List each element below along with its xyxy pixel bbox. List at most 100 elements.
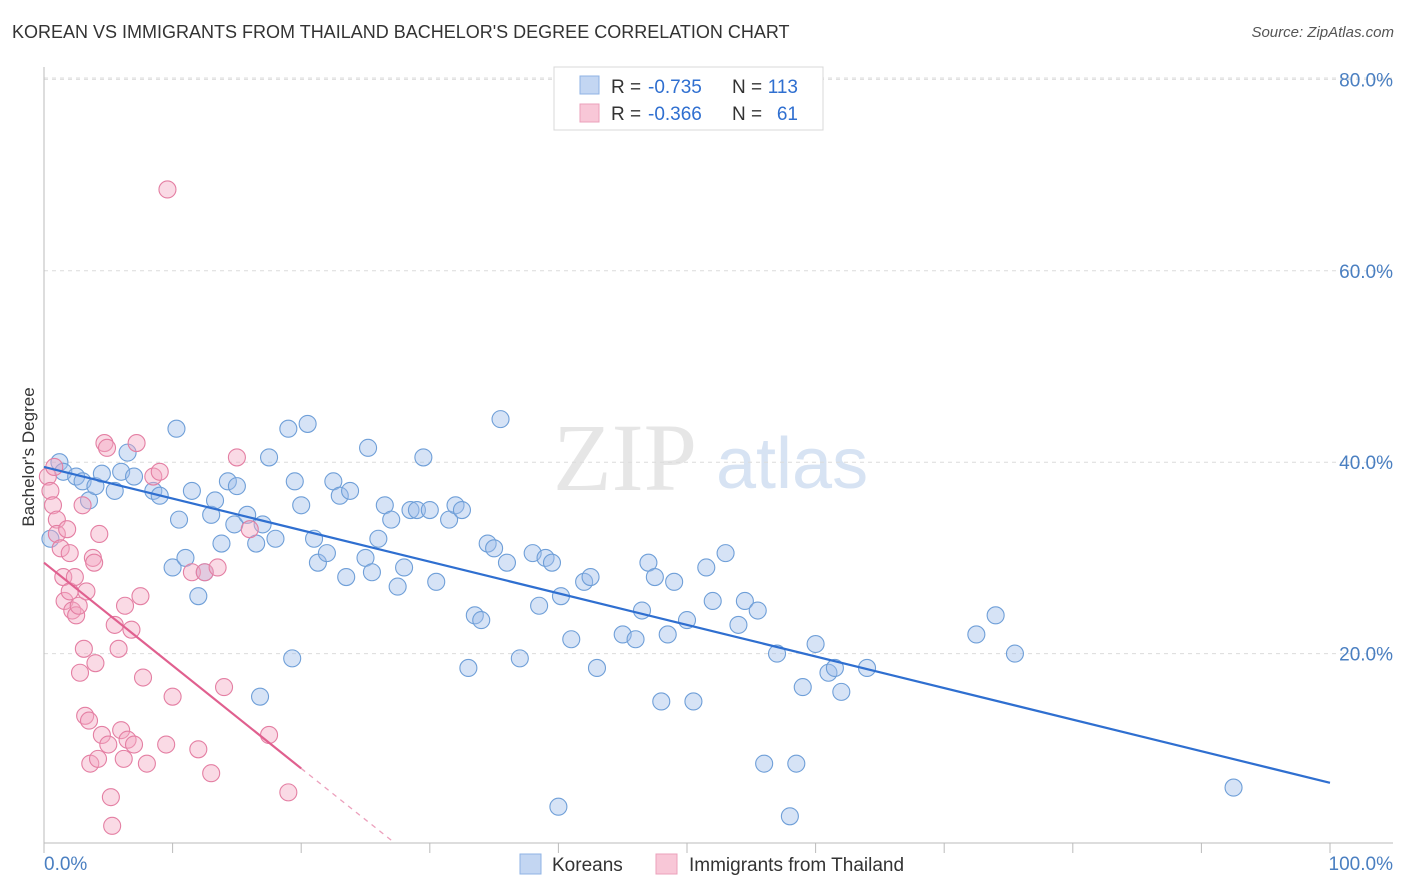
- point-thailand-28: [92, 725, 111, 744]
- point-koreans-84: [652, 692, 671, 711]
- point-koreans-26: [227, 477, 246, 496]
- point-koreans-11: [124, 467, 144, 486]
- point-koreans-51: [388, 577, 407, 596]
- series-legend: Koreans Immigrants from Thailand: [519, 853, 904, 876]
- point-koreans-80: [626, 630, 645, 649]
- gridlines: [44, 77, 1393, 655]
- stats-n-label-thailand: N =: [732, 104, 762, 125]
- point-koreans-23: [212, 534, 231, 553]
- point-koreans-100: [806, 634, 825, 654]
- y-tick-labels: 20.0% 40.0% 60.0% 80.0%: [1339, 70, 1393, 665]
- point-thailand-56: [214, 678, 234, 697]
- point-koreans-29: [250, 687, 270, 706]
- point-thailand-8: [55, 591, 74, 611]
- stats-r-label-thailand: R =: [611, 104, 641, 125]
- point-thailand-27: [90, 524, 109, 544]
- point-koreans-43: [337, 567, 356, 587]
- point-thailand-45: [137, 754, 156, 773]
- axes: [43, 67, 1393, 853]
- point-koreans-78: [587, 658, 607, 678]
- point-thailand-43: [131, 587, 150, 606]
- point-koreans-60: [452, 500, 472, 520]
- point-thailand-55: [208, 558, 227, 577]
- point-koreans-89: [697, 558, 716, 577]
- point-koreans-93: [735, 591, 754, 611]
- chart-title: KOREAN VS IMMIGRANTS FROM THAILAND BACHE…: [12, 22, 790, 42]
- x-tick-labels: 0.0% 100.0%: [44, 854, 1393, 875]
- watermark-zip: ZIP: [553, 404, 697, 511]
- legend-label-koreans: Koreans: [552, 855, 623, 876]
- point-koreans-103: [832, 682, 851, 701]
- point-koreans-83: [645, 567, 664, 587]
- point-koreans-68: [510, 649, 529, 668]
- point-thailand-18: [74, 639, 93, 658]
- point-koreans-40: [317, 544, 336, 563]
- point-thailand-16: [70, 663, 90, 682]
- point-koreans-90: [703, 591, 722, 611]
- point-koreans-77: [581, 567, 600, 587]
- point-koreans-36: [292, 496, 311, 515]
- trend-line-extension-thailand: [300, 767, 392, 841]
- point-thailand-25: [86, 654, 105, 673]
- point-thailand-41: [124, 735, 144, 754]
- stats-swatch-thailand: [579, 103, 600, 123]
- trend-line-thailand: [43, 561, 302, 770]
- point-koreans-15: [167, 419, 186, 438]
- point-koreans-67: [497, 553, 517, 572]
- point-koreans-81: [632, 601, 652, 620]
- point-koreans-72: [542, 553, 562, 572]
- point-koreans-70: [530, 596, 549, 615]
- point-thailand-44: [133, 668, 153, 687]
- point-koreans-102: [825, 658, 844, 678]
- stats-n-value-thailand: 61: [777, 104, 798, 125]
- point-thailand-1: [41, 481, 60, 500]
- point-thailand-54: [202, 764, 221, 783]
- point-koreans-33: [279, 419, 298, 438]
- point-koreans-44: [341, 481, 360, 500]
- point-koreans-24: [218, 472, 237, 491]
- point-thailand-42: [127, 434, 146, 453]
- point-koreans-105: [967, 625, 986, 644]
- point-thailand-17: [73, 496, 92, 515]
- point-koreans-106: [986, 606, 1005, 625]
- point-koreans-66: [491, 410, 510, 429]
- point-koreans-14: [163, 558, 182, 577]
- y-axis-label: Bachelor's Degree: [19, 387, 38, 526]
- point-koreans-98: [787, 754, 806, 773]
- point-koreans-95: [755, 754, 774, 773]
- point-koreans-96: [767, 644, 787, 663]
- stats-r-value-thailand: -0.366: [648, 104, 702, 125]
- y-tick-label-1: 40.0%: [1339, 453, 1393, 474]
- point-thailand-48: [157, 735, 176, 754]
- point-koreans-50: [382, 510, 401, 529]
- point-koreans-18: [182, 481, 201, 500]
- point-thailand-2: [43, 496, 63, 515]
- point-thailand-57: [227, 448, 246, 467]
- point-koreans-37: [298, 414, 317, 433]
- point-thailand-47: [150, 462, 169, 481]
- point-koreans-52: [395, 558, 414, 577]
- point-koreans-99: [793, 678, 812, 697]
- point-thailand-49: [158, 180, 177, 199]
- point-koreans-75: [562, 630, 581, 649]
- point-thailand-38: [115, 596, 135, 615]
- point-koreans-91: [716, 544, 735, 563]
- trend-line-koreans: [43, 465, 1331, 784]
- point-koreans-107: [1005, 644, 1024, 663]
- y-tick-label-2: 60.0%: [1339, 262, 1393, 283]
- point-koreans-42: [330, 486, 349, 505]
- point-koreans-88: [684, 692, 703, 711]
- point-thailand-35: [109, 639, 128, 658]
- point-thailand-37: [114, 749, 133, 768]
- point-thailand-13: [65, 567, 84, 587]
- point-thailand-24: [85, 553, 104, 572]
- point-thailand-30: [97, 438, 117, 457]
- point-koreans-65: [485, 539, 504, 558]
- watermark-atlas: atlas: [716, 424, 868, 504]
- point-koreans-47: [362, 563, 381, 582]
- point-thailand-60: [279, 783, 298, 802]
- point-thailand-59: [259, 725, 279, 744]
- point-koreans-56: [420, 500, 439, 520]
- point-koreans-94: [748, 601, 767, 620]
- point-thailand-32: [101, 788, 120, 807]
